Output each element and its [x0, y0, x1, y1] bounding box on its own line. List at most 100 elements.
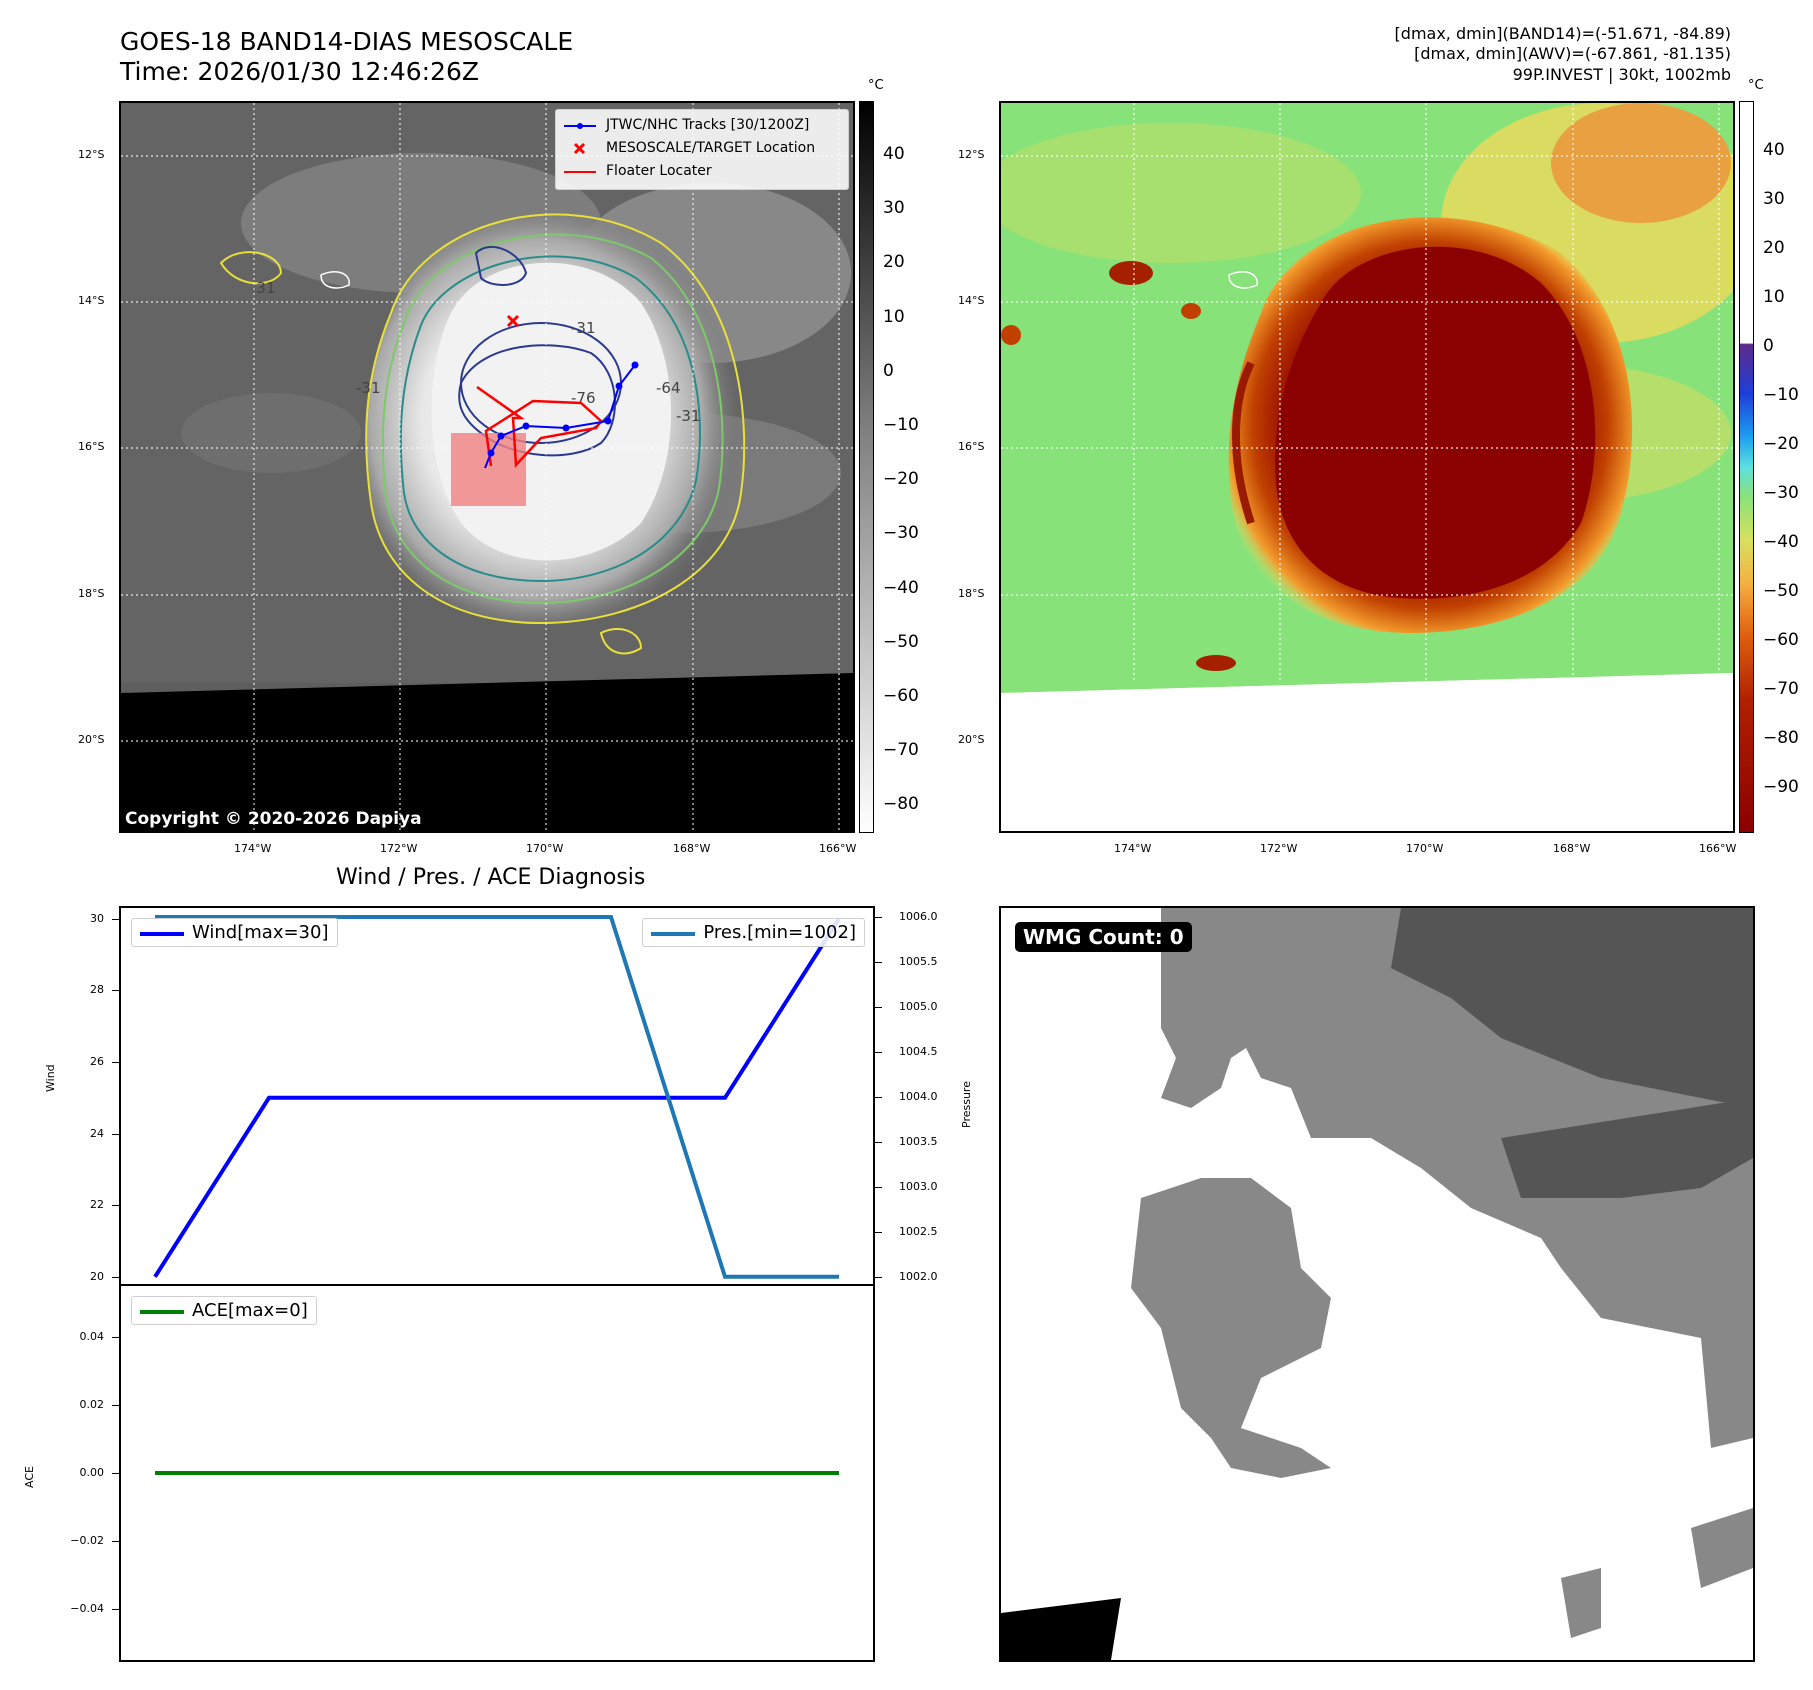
- pressure-axis-label: Pressure: [960, 1081, 973, 1128]
- wind-pressure-svg: [153, 914, 841, 1279]
- wind-legend: Wind[max=30]: [131, 918, 338, 947]
- wind-tick-mark: [112, 1061, 119, 1063]
- wind-tick-label: 20: [90, 1269, 104, 1283]
- lat-label: 18°S: [958, 587, 985, 600]
- wind-series-line: [153, 917, 841, 1278]
- colorbar-tick: 20: [883, 252, 905, 273]
- wmg-image: [1001, 908, 1753, 1660]
- lon-label: 170°W: [1406, 842, 1444, 855]
- ace-legend-label: ACE[max=0]: [192, 1300, 308, 1321]
- wind-tick-mark: [112, 1133, 119, 1135]
- pressure-tick-label: 1004.5: [899, 1044, 938, 1058]
- colorbar-tick: 0: [1763, 336, 1774, 356]
- colorbar-tick: 0: [883, 360, 894, 381]
- colorbar-tick: −80: [1763, 728, 1799, 748]
- lat-label: 12°S: [78, 148, 105, 161]
- pressure-tick-label: 1006.0: [899, 909, 938, 923]
- contour-label: -31: [571, 319, 596, 337]
- colorbar-tick: −20: [1763, 434, 1799, 454]
- pressure-tick-mark: [875, 1006, 882, 1008]
- pressure-tick-label: 1002.5: [899, 1224, 938, 1238]
- lat-label: 18°S: [78, 587, 105, 600]
- ace-tick-label: −0.04: [70, 1602, 104, 1615]
- colorbar-unit: °C: [1748, 78, 1764, 93]
- awv-map-panel: [999, 101, 1735, 833]
- lon-label: 166°W: [819, 842, 857, 855]
- colorbar-tick: −30: [883, 523, 919, 544]
- lat-label: 20°S: [958, 733, 985, 746]
- colorbar-tick: −70: [883, 740, 919, 761]
- colorbar-tick: 30: [883, 198, 905, 219]
- contour-label: -31: [251, 279, 276, 297]
- colorbar-unit: °C: [868, 78, 884, 93]
- wind-tick-mark: [112, 1276, 119, 1278]
- pressure-tick-label: 1005.5: [899, 954, 938, 968]
- legend-symbols: [564, 123, 596, 173]
- map-gridlines: [1001, 103, 1733, 683]
- colorbar-tick: −80: [883, 794, 919, 815]
- ace-tick-mark: [112, 1405, 119, 1406]
- ace-svg: [155, 1471, 839, 1475]
- wind-tick-mark: [112, 1205, 119, 1207]
- colorbar-tick: 10: [883, 306, 905, 327]
- colorbar-tick: −70: [1763, 679, 1799, 699]
- ace-legend-swatch: [140, 1309, 184, 1314]
- ace-tick-mark: [112, 1541, 119, 1542]
- colorbar-tick: 40: [883, 144, 905, 164]
- colorbar-tick: −40: [883, 577, 919, 598]
- awv-colorbar: [1739, 101, 1754, 833]
- colorbar-tick: −50: [883, 631, 919, 652]
- wind-legend-swatch: [140, 931, 184, 936]
- colorbar-tick: 10: [1763, 287, 1785, 307]
- legend-target: MESOSCALE/TARGET Location: [606, 140, 816, 156]
- wind-pressure-plot: Wind[max=30] Pres.[min=1002]: [119, 906, 875, 1286]
- pressure-tick-mark: [875, 1231, 882, 1233]
- floater-locater-line: [476, 385, 603, 468]
- pressure-tick-mark: [875, 916, 882, 918]
- ace-tick-mark: [112, 1609, 119, 1610]
- wind-tick-label: 30: [90, 911, 104, 925]
- wind-tick-label: 26: [90, 1054, 104, 1068]
- pressure-tick-mark: [875, 961, 882, 963]
- pressure-tick-mark: [875, 1276, 882, 1278]
- wind-legend-label: Wind[max=30]: [192, 922, 329, 943]
- lat-label: 14°S: [78, 294, 105, 307]
- legend-floater: Floater Locater: [606, 163, 712, 179]
- track-points: [487, 361, 639, 457]
- colorbar-tick: −60: [883, 686, 919, 706]
- colorbar-tick: −20: [883, 469, 919, 490]
- lon-label: 168°W: [1553, 842, 1591, 855]
- lon-label: 174°W: [1114, 842, 1152, 855]
- ace-axis-label: ACE: [23, 1466, 36, 1488]
- ace-legend: ACE[max=0]: [131, 1296, 317, 1325]
- colorbar-tick: −60: [1763, 630, 1799, 650]
- wmg-panel: WMG Count: 0: [999, 906, 1755, 1662]
- lon-label: 166°W: [1699, 842, 1737, 855]
- target-marker: [506, 314, 520, 328]
- band14-map-panel: -31 -64 -76 -31 -31 -31: [119, 101, 855, 833]
- lon-label: 174°W: [234, 842, 272, 855]
- awv-image: [1001, 103, 1733, 831]
- colorbar-tick: −40: [1763, 532, 1799, 552]
- ace-tick-label: −0.02: [70, 1534, 104, 1547]
- legend-track: JTWC/NHC Tracks [30/1200Z]: [606, 117, 810, 133]
- pressure-tick-mark: [875, 1096, 882, 1098]
- ace-tick-label: 0.04: [79, 1330, 105, 1343]
- lon-label: 170°W: [526, 842, 564, 855]
- lat-label: 14°S: [958, 294, 985, 307]
- chart-time: Time: 2026/01/30 12:46:26Z: [120, 57, 479, 86]
- pressure-tick-mark: [875, 1051, 882, 1053]
- lon-label: 172°W: [1260, 842, 1298, 855]
- contour-label: -64: [656, 379, 681, 397]
- pressure-legend-swatch: [651, 931, 696, 936]
- band14-range: [dmax, dmin](BAND14)=(-51.671, -84.89): [1394, 24, 1731, 43]
- colorbar-tick: 30: [1763, 189, 1785, 209]
- copyright: Copyright © 2020-2026 Dapiya: [125, 809, 422, 829]
- diagnosis-title: Wind / Pres. / ACE Diagnosis: [336, 865, 646, 890]
- wind-tick-label: 28: [90, 983, 104, 997]
- pressure-tick-label: 1004.0: [899, 1089, 938, 1103]
- colorbar-tick: −90: [1763, 777, 1799, 797]
- lat-label: 16°S: [78, 440, 105, 453]
- wind-tick-mark: [112, 990, 119, 992]
- pressure-series-line: [155, 914, 839, 1279]
